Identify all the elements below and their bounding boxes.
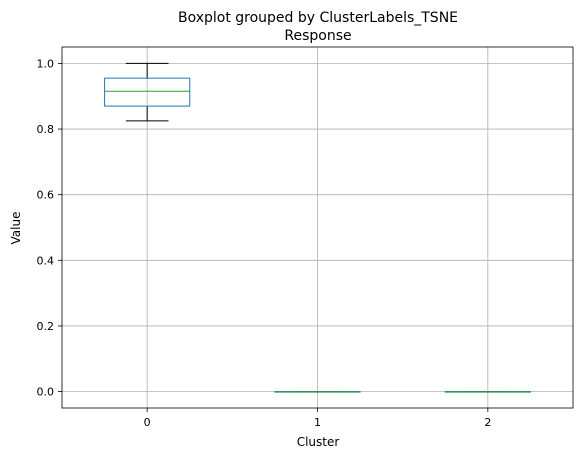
box-group — [444, 391, 531, 393]
axis-ticks: 0.0 0.2 0.4 0.6 0.8 1.0 0 1 2 — [37, 57, 492, 429]
y-tick-label: 0.6 — [37, 189, 55, 202]
x-tick-label: 1 — [314, 416, 321, 429]
y-tick-label: 0.8 — [37, 123, 55, 136]
y-tick-label: 0.4 — [37, 254, 55, 267]
box-group — [104, 62, 191, 122]
x-tick-label: 0 — [144, 416, 151, 429]
y-tick-label: 0.2 — [37, 320, 55, 333]
y-tick-label: 1.0 — [37, 57, 55, 70]
x-axis-label: Cluster — [297, 435, 340, 449]
grid-lines — [62, 47, 573, 408]
y-axis-label: Value — [9, 212, 23, 245]
chart-suptitle: Boxplot grouped by ClusterLabels_TSNE — [178, 10, 458, 26]
y-tick-label: 0.0 — [37, 386, 55, 399]
box-group — [274, 391, 361, 393]
x-tick-label: 2 — [484, 416, 491, 429]
boxes-layer — [104, 62, 531, 393]
chart-title: Response — [284, 28, 351, 44]
box-rect — [104, 77, 191, 107]
